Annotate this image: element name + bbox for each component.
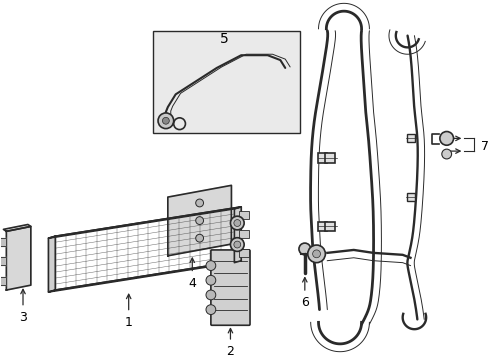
- Polygon shape: [0, 238, 6, 246]
- Circle shape: [205, 290, 215, 300]
- Bar: [325, 153, 334, 163]
- Circle shape: [312, 250, 320, 258]
- Circle shape: [298, 243, 310, 255]
- Circle shape: [162, 117, 169, 124]
- Circle shape: [205, 275, 215, 285]
- Polygon shape: [3, 225, 31, 231]
- Text: 3: 3: [19, 311, 27, 324]
- Circle shape: [195, 234, 203, 242]
- Circle shape: [233, 220, 240, 226]
- Text: 6: 6: [300, 296, 308, 309]
- Bar: [239, 249, 248, 257]
- Circle shape: [230, 216, 244, 230]
- Bar: [406, 135, 414, 142]
- Circle shape: [205, 305, 215, 315]
- Text: 2: 2: [226, 345, 234, 358]
- Bar: [325, 221, 334, 231]
- Bar: [153, 31, 299, 134]
- Circle shape: [233, 241, 240, 248]
- Polygon shape: [48, 261, 241, 292]
- Polygon shape: [234, 207, 241, 263]
- Circle shape: [205, 261, 215, 270]
- Circle shape: [230, 238, 244, 251]
- Polygon shape: [48, 207, 241, 238]
- Text: 1: 1: [124, 316, 132, 329]
- Bar: [317, 153, 326, 163]
- Text: 7: 7: [480, 140, 488, 153]
- Bar: [406, 193, 414, 201]
- Text: 4: 4: [188, 277, 196, 290]
- Bar: [317, 221, 326, 231]
- Circle shape: [439, 131, 453, 145]
- Circle shape: [307, 245, 325, 263]
- Polygon shape: [167, 185, 231, 256]
- FancyBboxPatch shape: [210, 250, 249, 325]
- Polygon shape: [48, 236, 55, 292]
- Bar: [239, 211, 248, 219]
- Polygon shape: [6, 226, 31, 290]
- Polygon shape: [0, 257, 6, 265]
- Circle shape: [158, 113, 173, 129]
- Circle shape: [195, 217, 203, 225]
- Circle shape: [441, 149, 451, 159]
- Circle shape: [195, 199, 203, 207]
- Bar: [239, 230, 248, 238]
- Polygon shape: [0, 277, 6, 285]
- Text: 5: 5: [220, 32, 228, 46]
